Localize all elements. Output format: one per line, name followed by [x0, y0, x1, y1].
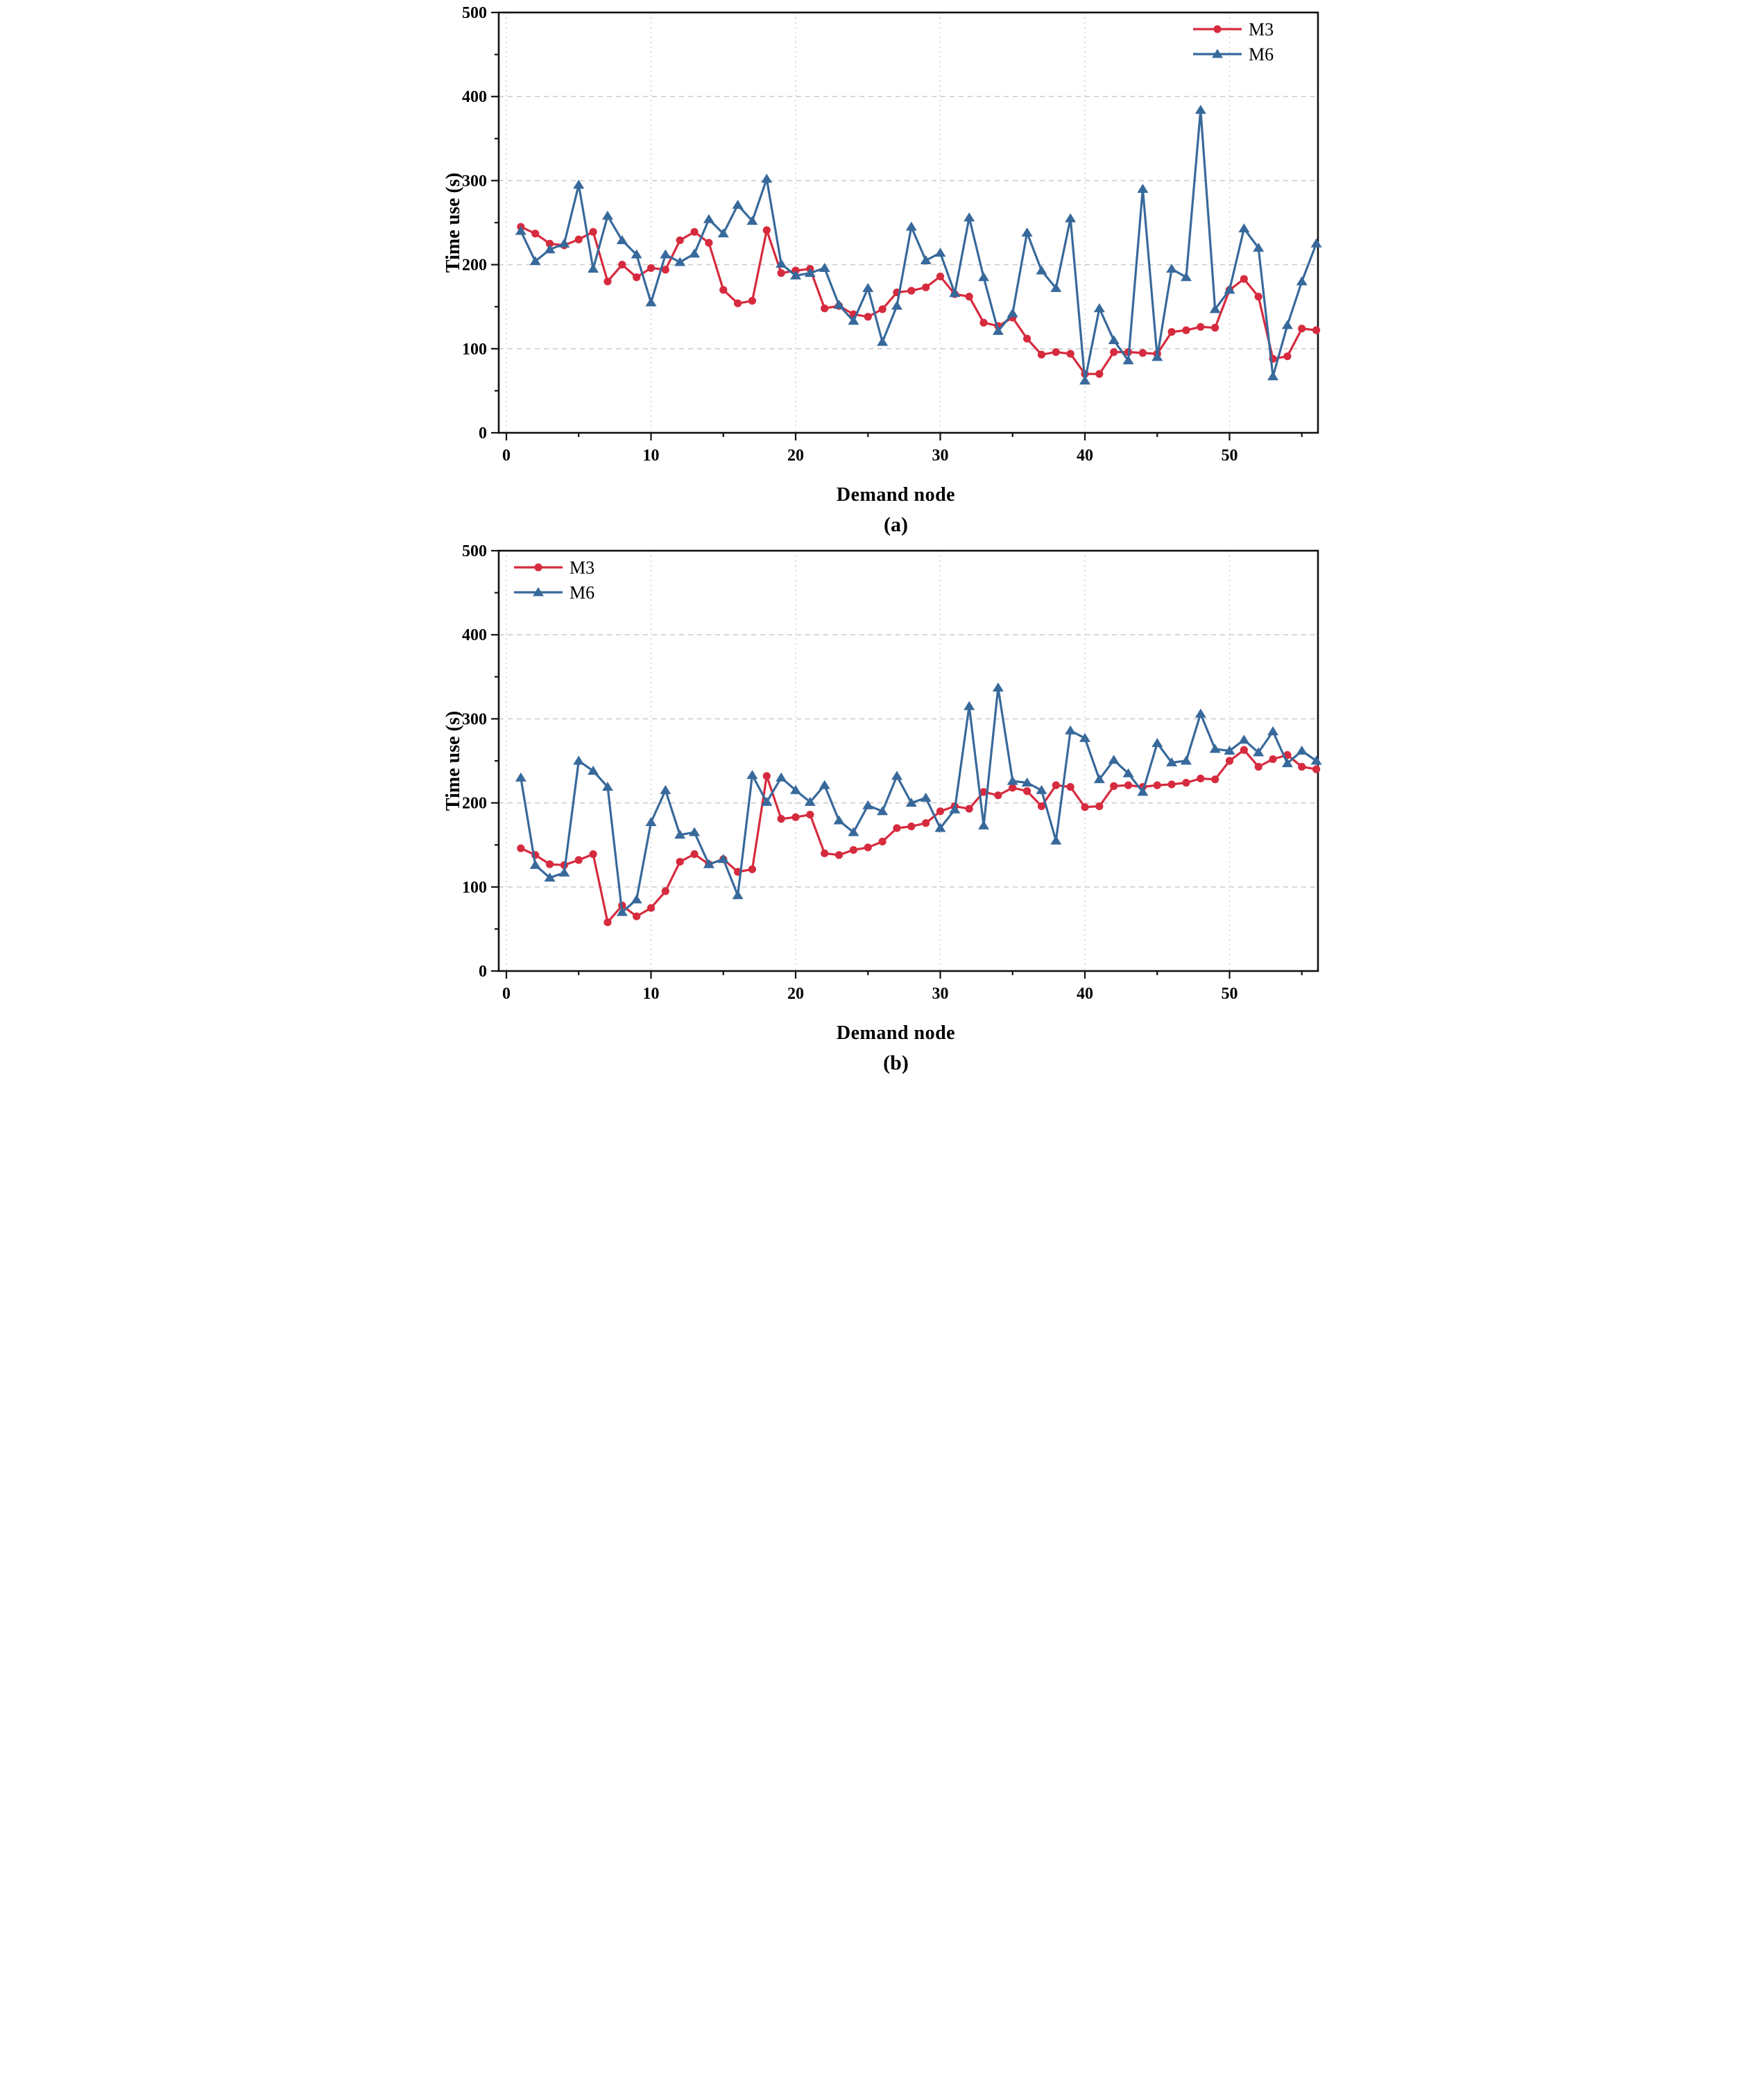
svg-text:100: 100: [462, 341, 487, 359]
svg-text:40: 40: [1077, 447, 1093, 465]
figure-page: 0 100 200 300 400 500 0 10 20 30 40 50 Time use (s) M…: [441, 0, 1323, 1086]
svg-text:Time use (s): Time use (s): [443, 711, 464, 811]
svg-text:M3: M3: [1249, 19, 1274, 40]
chart-b-x-axis-label: Demand node: [836, 1022, 956, 1044]
chart-a-canvas: 0 100 200 300 400 500 0 10 20 30 40 50 Time use (s) M…: [443, 4, 1322, 465]
svg-text:Time use (s): Time use (s): [443, 173, 464, 273]
chart-b-caption: (b): [883, 1051, 909, 1074]
svg-text:10: 10: [643, 985, 660, 1003]
chart-a-caption: (a): [884, 513, 908, 536]
svg-text:0: 0: [502, 985, 511, 1003]
svg-text:400: 400: [462, 626, 487, 644]
chart-a: 0 100 200 300 400 500 0 10 20 30 40 50 Time use (s) M…: [441, 3, 1323, 537]
svg-text:0: 0: [502, 447, 511, 465]
svg-text:200: 200: [462, 795, 487, 813]
svg-text:M6: M6: [1249, 44, 1274, 65]
svg-text:500: 500: [462, 4, 487, 22]
svg-text:20: 20: [787, 447, 804, 465]
chart-b-canvas: 0 100 200 300 400 500 0 10 20 30 40 50 Time use (s) M…: [443, 542, 1322, 1003]
chart-a-x-axis-label: Demand node: [836, 484, 956, 506]
svg-text:30: 30: [932, 985, 949, 1003]
chart-b: 0 100 200 300 400 500 0 10 20 30 40 50 Time use (s) M…: [441, 541, 1323, 1075]
svg-text:40: 40: [1077, 985, 1093, 1003]
svg-text:300: 300: [462, 710, 487, 728]
svg-text:500: 500: [462, 542, 487, 560]
svg-text:200: 200: [462, 257, 487, 275]
svg-text:300: 300: [462, 172, 487, 190]
svg-text:30: 30: [932, 447, 949, 465]
svg-text:M3: M3: [570, 558, 594, 578]
svg-text:20: 20: [787, 985, 804, 1003]
svg-text:10: 10: [643, 447, 660, 465]
svg-text:0: 0: [479, 963, 487, 981]
svg-text:50: 50: [1222, 447, 1238, 465]
svg-text:50: 50: [1222, 985, 1238, 1003]
svg-text:400: 400: [462, 88, 487, 106]
svg-text:M6: M6: [570, 583, 594, 603]
svg-text:0: 0: [479, 424, 487, 443]
svg-text:100: 100: [462, 879, 487, 897]
